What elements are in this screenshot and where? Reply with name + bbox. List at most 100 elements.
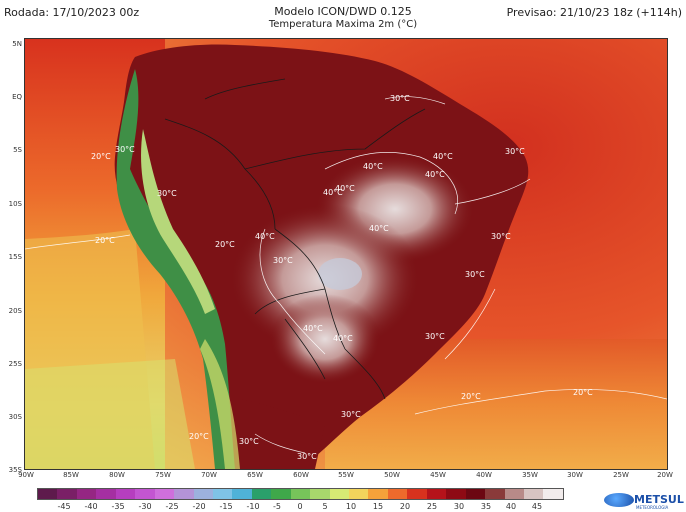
lat-label: 20S: [8, 307, 22, 315]
color-scale-swatch: [407, 489, 427, 499]
lat-label: 35S: [8, 466, 22, 474]
color-scale-swatch: [76, 489, 97, 499]
color-scale-swatch: [232, 489, 252, 499]
lon-label: 80W: [109, 471, 125, 479]
model-title: Modelo ICON/DWD 0.125: [274, 5, 412, 18]
contour-label: 40°C: [425, 170, 445, 179]
lon-label: 90W: [18, 471, 34, 479]
scale-label: 30: [453, 502, 465, 511]
color-scale-swatch: [465, 489, 486, 499]
globe-icon: [604, 493, 634, 507]
color-scale-swatch: [135, 489, 155, 499]
contour-label: 40°C: [363, 162, 383, 171]
metsul-logo: METSUL METEOROLOGIA: [604, 492, 684, 510]
lon-label: 35W: [522, 471, 538, 479]
patagonia-region: [240, 399, 325, 469]
scale-label: 0: [297, 502, 303, 511]
color-scale-swatch: [504, 489, 524, 499]
contour-label: 30°C: [491, 232, 511, 241]
logo-text: METSUL: [634, 493, 684, 506]
contour-label: 20°C: [189, 432, 209, 441]
lat-label: 10S: [8, 200, 22, 208]
contour-label: 40°C: [303, 324, 323, 333]
contour-label: 30°C: [239, 437, 259, 446]
contour-label: 40°C: [255, 232, 275, 241]
scale-label: -25: [165, 502, 179, 511]
scale-label: -5: [273, 502, 281, 511]
lat-label: 25S: [8, 360, 22, 368]
color-scale-swatch: [290, 489, 311, 499]
color-scale-swatch: [251, 489, 272, 499]
color-scale-swatch: [310, 489, 330, 499]
contour-labels: 20°C 20°C 20°C 20°C 20°C 20°C 30°C 30°C …: [91, 94, 593, 461]
lon-label: 30W: [567, 471, 583, 479]
scale-label: 45: [531, 502, 543, 511]
color-scale-swatch: [57, 489, 77, 499]
color-scale-swatch: [38, 489, 58, 499]
scale-label: 25: [426, 502, 438, 511]
lat-label: EQ: [12, 93, 22, 101]
contour-label: 40°C: [433, 152, 453, 161]
contour-label: 30°C: [465, 270, 485, 279]
scale-label: -20: [192, 502, 206, 511]
contour-label: 20°C: [91, 152, 111, 161]
scale-label: -30: [138, 502, 152, 511]
color-scale-swatch: [446, 489, 466, 499]
color-scale-swatch: [271, 489, 291, 499]
variable-title: Temperatura Maxima 2m (°C): [268, 19, 418, 30]
contour-label: 30°C: [341, 410, 361, 419]
lon-label: 45W: [430, 471, 446, 479]
contour-label: 30°C: [390, 94, 410, 103]
scale-label: 15: [372, 502, 384, 511]
lon-label: 55W: [338, 471, 354, 479]
scale-label: -45: [57, 502, 71, 511]
color-scale-swatch: [387, 489, 408, 499]
color-scale-bar: [37, 488, 564, 500]
scale-label: 40: [505, 502, 517, 511]
contour-label: 20°C: [573, 388, 593, 397]
scale-label: -40: [84, 502, 98, 511]
contour-label: 40°C: [335, 184, 355, 193]
contour-lines: [25, 96, 667, 454]
lon-label: 75W: [155, 471, 171, 479]
lon-label: 70W: [201, 471, 217, 479]
scale-label: -35: [111, 502, 125, 511]
scale-label: 35: [480, 502, 492, 511]
color-scale-swatch: [174, 489, 194, 499]
southern-cool-zone: [200, 339, 240, 469]
logo-subtext: METEOROLOGIA: [636, 505, 669, 510]
lat-label: 15S: [8, 253, 22, 261]
scale-label: 20: [399, 502, 411, 511]
contour-label: 30°C: [115, 145, 135, 154]
color-scale-swatch: [329, 489, 349, 499]
pacific-south-cool: [25, 359, 195, 469]
color-scale-swatch: [115, 489, 136, 499]
color-scale-swatch: [154, 489, 175, 499]
country-borders: [164, 78, 426, 400]
temperature-map: 20°C 20°C 20°C 20°C 20°C 20°C 30°C 30°C …: [24, 38, 668, 470]
color-scale-swatch: [212, 489, 233, 499]
header: Rodada: 17/10/2023 00z Modelo ICON/DWD 0…: [0, 0, 686, 36]
contour-label: 40°C: [369, 224, 389, 233]
contour-label: 30°C: [297, 452, 317, 461]
lon-label: 20W: [657, 471, 673, 479]
scale-label: -15: [219, 502, 233, 511]
contour-label: 30°C: [425, 332, 445, 341]
scale-label: 5: [322, 502, 328, 511]
color-scale-swatch: [349, 489, 369, 499]
lon-label: 50W: [384, 471, 400, 479]
color-scale-swatch: [193, 489, 213, 499]
hottest-spot: [318, 258, 362, 290]
forecast-label: Previsao: 21/10/23 18z (+114h): [506, 6, 682, 19]
scale-label: 10: [345, 502, 357, 511]
contour-label: 40°C: [333, 334, 353, 343]
contour-label: 30°C: [273, 256, 293, 265]
lon-label: 65W: [247, 471, 263, 479]
lon-label: 40W: [476, 471, 492, 479]
lon-label: 85W: [63, 471, 79, 479]
contour-label: 30°C: [505, 147, 525, 156]
scale-label: -10: [246, 502, 260, 511]
andes-highlands: [141, 129, 215, 314]
contour-label: 40°C: [323, 188, 343, 197]
andes-range: [116, 69, 235, 469]
